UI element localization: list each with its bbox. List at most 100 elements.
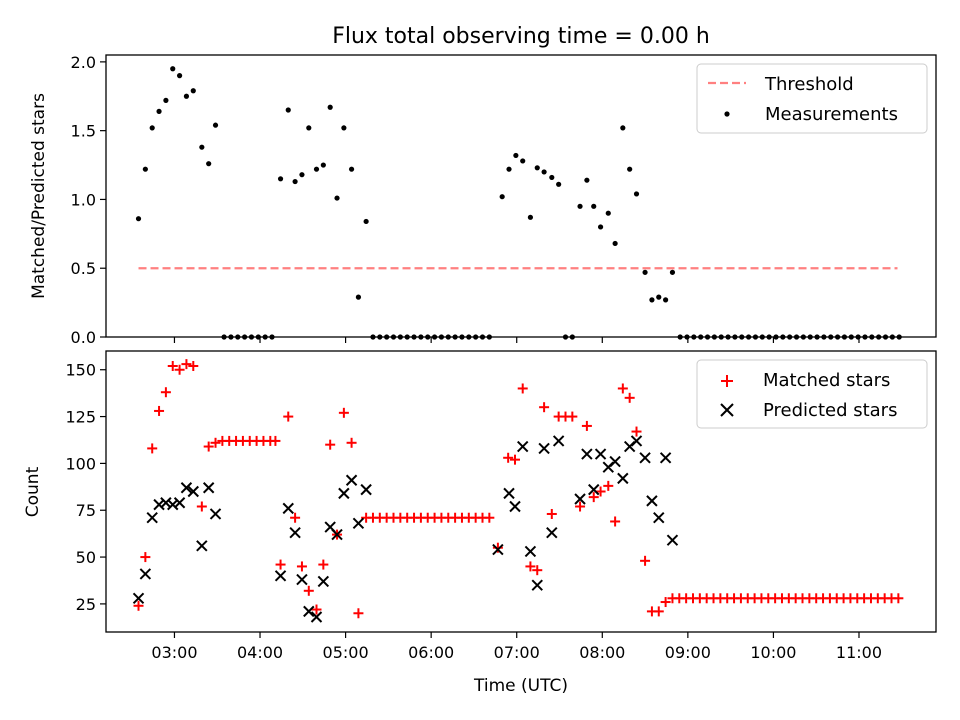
measurement-point — [627, 166, 633, 172]
measurement-point — [183, 93, 190, 99]
predicted-star-point — [173, 497, 186, 509]
top-x-ticks — [173, 337, 860, 343]
measurement-point — [292, 178, 298, 185]
top-y-tick-label: 2.0 — [71, 53, 96, 72]
matched-star-point — [517, 383, 528, 394]
predicted-star-point — [588, 483, 600, 496]
matched-star-point — [154, 405, 165, 416]
bottom-y-ticks: 25 50 75 100 125 150 — [65, 361, 106, 614]
matched-star-point — [492, 542, 503, 553]
measurement-point — [156, 108, 162, 114]
predicted-star-point — [202, 482, 215, 494]
matched-star-point — [174, 364, 185, 375]
matched-star-point — [581, 420, 592, 431]
predicted-star-point — [492, 543, 504, 556]
predicted-star-point — [552, 435, 565, 447]
bottom-y-axis-label: Count — [23, 466, 43, 517]
bottom-x-tick-label: 11:00 — [836, 643, 882, 662]
measurement-point — [612, 240, 618, 247]
measurement-point — [149, 125, 155, 131]
matched-star-point — [631, 426, 642, 437]
predicted-star-point — [209, 508, 222, 520]
measurement-point — [135, 216, 142, 222]
measurement-point — [163, 97, 169, 103]
measurement-point — [277, 176, 284, 182]
matched-star-point — [338, 407, 349, 418]
measurement-point — [556, 181, 562, 187]
matched-star-point — [567, 411, 578, 422]
measurement-point — [642, 269, 648, 275]
predicted-star-point — [352, 517, 365, 530]
measurement-point — [527, 214, 534, 220]
matched-star-point — [188, 360, 199, 371]
measurement-point — [633, 191, 640, 197]
measurement-point — [363, 218, 369, 225]
measurement-point — [520, 158, 526, 164]
predicted-star-point — [546, 527, 558, 539]
matched-star-point — [893, 593, 904, 604]
legend-matched-swatch — [721, 375, 733, 387]
bottom-legend: Matched stars Predicted stars — [696, 359, 928, 429]
measurement-point — [499, 194, 505, 200]
predicted-star-point — [509, 500, 521, 513]
measurement-point — [212, 122, 219, 128]
predicted-star-point — [646, 495, 658, 507]
predicted-star-point — [639, 452, 651, 464]
measurement-point — [313, 166, 320, 172]
matched-star-point — [303, 585, 314, 596]
predicted-star-point — [594, 448, 607, 460]
top-legend-box — [696, 63, 928, 134]
matched-star-point — [167, 360, 178, 371]
bottom-legend-box — [696, 359, 928, 429]
predicted-star-point — [503, 487, 515, 500]
predicted-star-point — [659, 452, 672, 464]
legend-measurements-label: Measurements — [765, 104, 898, 125]
predicted-star-point — [196, 540, 208, 552]
matched-star-point — [275, 559, 286, 570]
measurement-point — [306, 125, 312, 131]
top-legend: Threshold Measurements — [696, 63, 928, 134]
matched-star-point — [210, 437, 221, 448]
measurement-point — [190, 88, 196, 94]
predicted-star-point — [666, 534, 679, 546]
measurement-point — [176, 73, 183, 79]
measurement-point — [170, 66, 176, 72]
predicted-star-point — [581, 448, 593, 460]
bottom-x-tick-label: 05:00 — [323, 643, 369, 662]
measurement-point — [541, 169, 547, 175]
bottom-marks — [132, 359, 904, 623]
predicted-star-point — [146, 512, 158, 524]
bottom-panel: 03:00 04:00 05:00 06:00 07:00 08:00 09:00 10:00… — [23, 350, 937, 696]
matched-star-point — [283, 411, 294, 422]
bottom-x-tick-label: 10:00 — [750, 643, 796, 662]
measurement-point — [142, 166, 148, 172]
bottom-x-ticks: 03:00 04:00 05:00 06:00 07:00 08:00 09:00 10:00… — [151, 632, 882, 662]
measurement-point — [577, 203, 583, 209]
matched-star-point — [575, 501, 586, 512]
matched-star-point — [503, 452, 514, 463]
measurement-point — [199, 144, 205, 150]
matched-star-point — [290, 512, 301, 523]
predicted-star-point — [517, 440, 529, 453]
predicted-star-point — [653, 512, 665, 524]
measurement-point — [327, 104, 333, 110]
measurement-point — [320, 162, 326, 168]
bottom-x-tick-label: 03:00 — [151, 643, 197, 662]
predicted-star-point — [187, 485, 199, 498]
bottom-x-tick-label: 04:00 — [237, 643, 283, 662]
predicted-star-point — [617, 472, 629, 485]
predicted-star-point — [132, 592, 145, 604]
matched-star-point — [203, 441, 214, 452]
top-y-axis-label: Matched/Predicted stars — [29, 93, 49, 299]
matched-star-point — [296, 561, 307, 572]
predicted-star-point — [289, 527, 301, 539]
predicted-star-point — [338, 487, 350, 500]
matched-star-point — [603, 480, 614, 491]
measurement-point — [506, 166, 512, 172]
matched-star-point — [595, 486, 606, 497]
measurement-point — [649, 297, 655, 303]
predicted-star-point — [331, 528, 343, 541]
measurement-point — [597, 224, 604, 230]
measurement-point — [299, 172, 305, 178]
matched-star-point — [588, 492, 599, 503]
